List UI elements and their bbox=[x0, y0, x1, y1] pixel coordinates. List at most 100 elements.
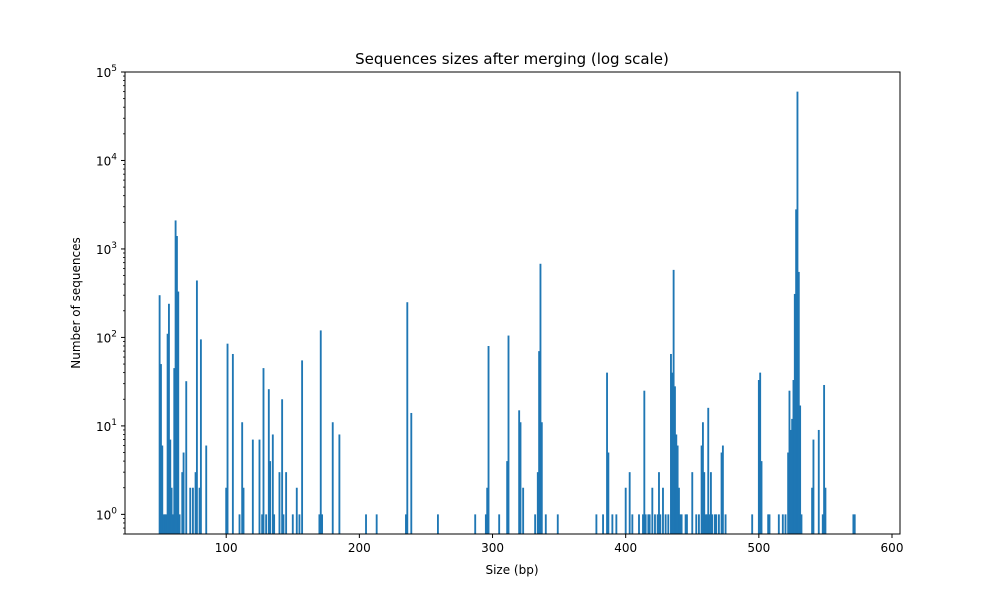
bar bbox=[664, 514, 667, 534]
bar bbox=[715, 514, 718, 534]
bar bbox=[812, 439, 815, 534]
bar bbox=[760, 461, 763, 534]
bar bbox=[709, 472, 712, 534]
bar bbox=[166, 333, 169, 534]
bar bbox=[656, 514, 659, 534]
bar bbox=[624, 487, 627, 534]
bar bbox=[474, 514, 477, 534]
bar bbox=[267, 389, 270, 534]
bar bbox=[165, 514, 168, 534]
bar bbox=[757, 380, 760, 534]
bar bbox=[713, 514, 716, 534]
bar bbox=[679, 514, 682, 534]
bar bbox=[795, 209, 798, 534]
bar bbox=[178, 514, 181, 534]
bar bbox=[406, 302, 409, 534]
bar bbox=[295, 487, 298, 534]
y-tick-label: 100 bbox=[96, 506, 117, 522]
x-tick-label: 500 bbox=[747, 541, 770, 555]
bar bbox=[678, 487, 680, 534]
bar bbox=[717, 514, 720, 534]
bar bbox=[777, 514, 780, 534]
bar bbox=[158, 295, 161, 534]
bar bbox=[615, 514, 618, 534]
bar bbox=[544, 514, 547, 534]
bar bbox=[281, 399, 284, 534]
x-tick-label: 200 bbox=[348, 541, 371, 555]
x-tick-label: 600 bbox=[881, 541, 904, 555]
bar bbox=[638, 514, 640, 534]
bar bbox=[791, 418, 794, 534]
bar bbox=[251, 439, 254, 534]
bar bbox=[823, 384, 826, 534]
bar bbox=[534, 514, 537, 534]
bar bbox=[768, 514, 771, 534]
bar bbox=[642, 514, 644, 534]
bar bbox=[189, 487, 192, 534]
bar bbox=[611, 514, 614, 534]
x-tick-label: 300 bbox=[481, 541, 504, 555]
bar bbox=[701, 422, 704, 534]
bar bbox=[278, 472, 281, 534]
bar bbox=[793, 293, 796, 534]
bar bbox=[721, 445, 724, 534]
bar bbox=[169, 439, 172, 534]
bar bbox=[852, 514, 855, 534]
bar bbox=[662, 487, 664, 534]
bar bbox=[700, 445, 703, 534]
bar bbox=[787, 452, 790, 534]
y-tick-label: 102 bbox=[96, 329, 117, 345]
bar bbox=[160, 364, 162, 534]
bar bbox=[654, 514, 656, 534]
bar bbox=[258, 439, 261, 534]
bar bbox=[522, 487, 525, 534]
bar bbox=[671, 372, 674, 534]
bar bbox=[182, 452, 185, 534]
bar bbox=[540, 422, 543, 534]
bar bbox=[291, 514, 294, 534]
bar bbox=[484, 514, 487, 534]
y-axis-label: Number of sequences bbox=[69, 237, 83, 368]
bar bbox=[225, 487, 228, 534]
bar bbox=[318, 514, 321, 534]
bar bbox=[707, 407, 710, 534]
bar bbox=[684, 514, 687, 534]
bar bbox=[198, 487, 201, 534]
bar bbox=[751, 514, 754, 534]
bar bbox=[676, 445, 679, 534]
bar bbox=[226, 343, 229, 534]
bar bbox=[781, 514, 784, 534]
bar bbox=[724, 514, 727, 534]
bar bbox=[686, 514, 688, 534]
bar bbox=[365, 514, 367, 534]
bar bbox=[410, 412, 413, 534]
bar bbox=[697, 514, 700, 534]
bar bbox=[262, 368, 265, 534]
bar bbox=[606, 372, 608, 534]
bar bbox=[796, 91, 799, 534]
bar bbox=[720, 452, 723, 534]
bar bbox=[631, 514, 634, 534]
bar bbox=[231, 353, 234, 534]
bar bbox=[498, 514, 501, 534]
bar bbox=[273, 514, 276, 534]
plot-frame bbox=[124, 71, 901, 535]
bar bbox=[799, 405, 802, 534]
bar bbox=[195, 280, 198, 534]
bar bbox=[161, 445, 164, 534]
bar bbox=[539, 263, 542, 534]
bar bbox=[824, 487, 827, 534]
bar bbox=[191, 487, 194, 534]
bar bbox=[784, 514, 787, 534]
bar bbox=[658, 472, 660, 534]
bar bbox=[405, 514, 407, 534]
bar bbox=[667, 514, 670, 534]
bar bbox=[704, 514, 707, 534]
bar bbox=[792, 380, 795, 534]
bar bbox=[703, 472, 706, 534]
bar bbox=[695, 514, 698, 534]
bar bbox=[817, 429, 820, 534]
bar bbox=[265, 514, 268, 534]
